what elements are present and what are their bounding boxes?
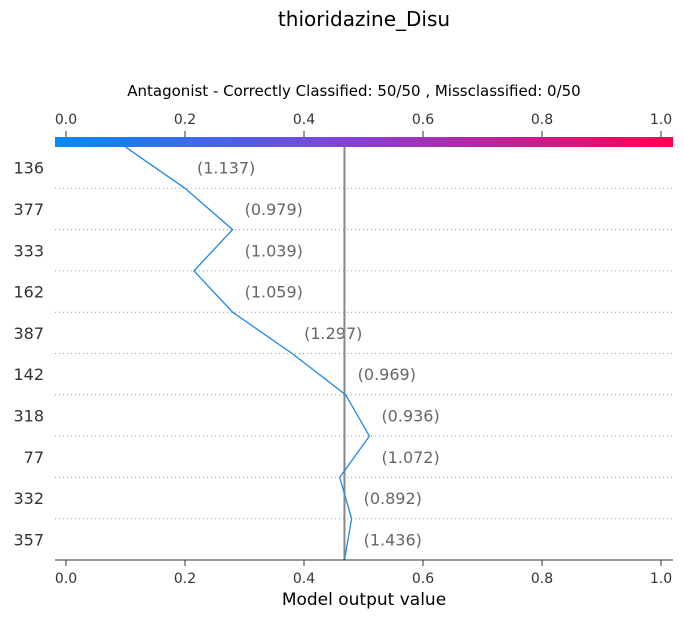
bottom-tick-label: 0.6	[412, 571, 434, 587]
row-label: 377	[13, 200, 44, 219]
row-label: 333	[13, 241, 44, 260]
chart-subtitle: Antagonist - Correctly Classified: 50/50…	[127, 82, 580, 100]
row-value-label: (1.039)	[245, 241, 303, 260]
colorbar	[55, 137, 673, 147]
top-tick-label: 0.2	[174, 112, 196, 128]
row-value-label: (0.892)	[364, 489, 422, 508]
row-label: 142	[13, 365, 44, 384]
top-tick-label: 0.0	[55, 112, 77, 128]
row-label: 332	[13, 489, 44, 508]
bottom-tick-label: 0.0	[55, 571, 77, 587]
top-tick-label: 1.0	[650, 112, 672, 128]
bottom-tick-label: 0.4	[293, 571, 315, 587]
chart-title: thioridazine_Disu	[278, 7, 450, 31]
row-value-label: (0.936)	[381, 406, 439, 425]
top-tick-label: 0.8	[531, 112, 553, 128]
row-value-label: (1.137)	[197, 159, 255, 178]
row-value-label: (0.979)	[245, 200, 303, 219]
row-label: 162	[13, 283, 44, 302]
top-tick-label: 0.6	[412, 112, 434, 128]
row-value-label: (0.969)	[358, 365, 416, 384]
row-label: 318	[13, 406, 44, 425]
row-value-label: (1.436)	[364, 530, 422, 549]
row-label: 77	[24, 448, 44, 467]
row-value-label: (1.072)	[381, 448, 439, 467]
bottom-tick-label: 1.0	[650, 571, 672, 587]
row-label: 357	[13, 530, 44, 549]
decision-path-line	[125, 146, 371, 561]
bottom-tick-label: 0.8	[531, 571, 553, 587]
row-label: 387	[13, 324, 44, 343]
top-tick-label: 0.4	[293, 112, 315, 128]
x-axis-label: Model output value	[282, 590, 446, 610]
row-value-label: (1.297)	[304, 324, 362, 343]
row-value-label: (1.059)	[245, 283, 303, 302]
row-label: 136	[13, 159, 44, 178]
bottom-tick-label: 0.2	[174, 571, 196, 587]
